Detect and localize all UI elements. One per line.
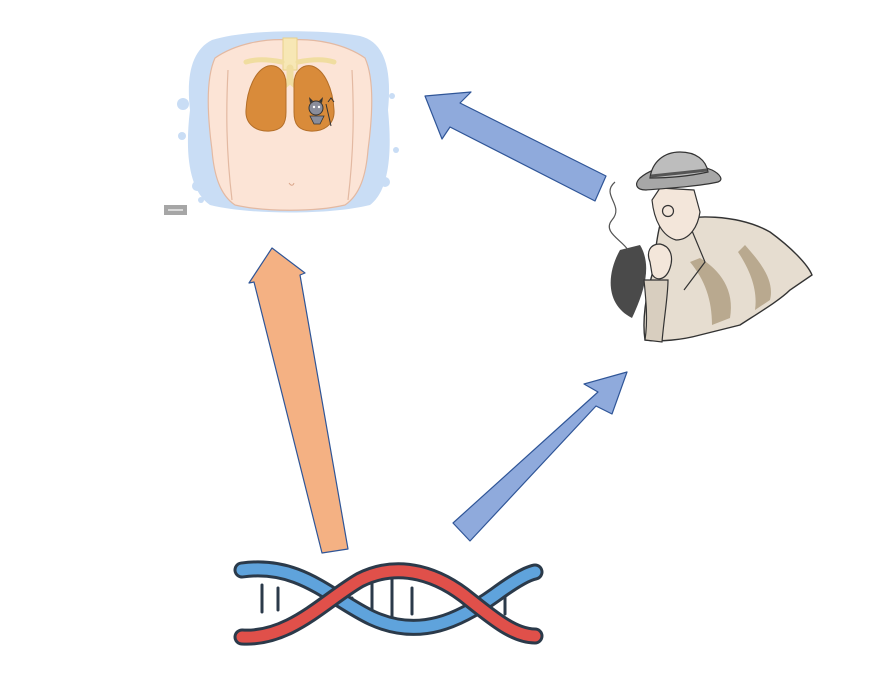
right-lung [293, 65, 335, 132]
smoking-detective-icon [608, 151, 813, 343]
shadow [610, 245, 647, 318]
coat-shading [690, 258, 731, 325]
halo-dot [198, 197, 204, 203]
arrow-dna-to-lungs [248, 247, 349, 554]
collarbone [243, 57, 285, 65]
arm-line [347, 69, 354, 201]
glasses [661, 204, 675, 218]
collarbone [295, 57, 337, 65]
halo-dot [192, 181, 202, 191]
smoke [608, 181, 629, 251]
left-lung [245, 65, 287, 132]
hand [647, 243, 673, 280]
dna-double-helix-icon [233, 560, 544, 646]
arrow-smoker-to-lungs [424, 91, 607, 202]
face [651, 187, 701, 241]
hat-band [650, 168, 708, 178]
halo-dot [380, 177, 390, 187]
halo-dot [389, 93, 395, 99]
halo-dot [393, 147, 399, 153]
arrow-dna-to-smoker [452, 371, 628, 542]
halo-dot [178, 132, 186, 140]
sleeve [643, 279, 669, 343]
halo-dot [177, 98, 189, 110]
arm-line [226, 69, 233, 201]
navel [288, 182, 295, 186]
torso [207, 39, 373, 211]
lungs-torso-icon [164, 31, 399, 215]
coat-shading [738, 245, 771, 310]
devil-germ-icon [308, 97, 335, 127]
coat-lapel [683, 225, 706, 291]
